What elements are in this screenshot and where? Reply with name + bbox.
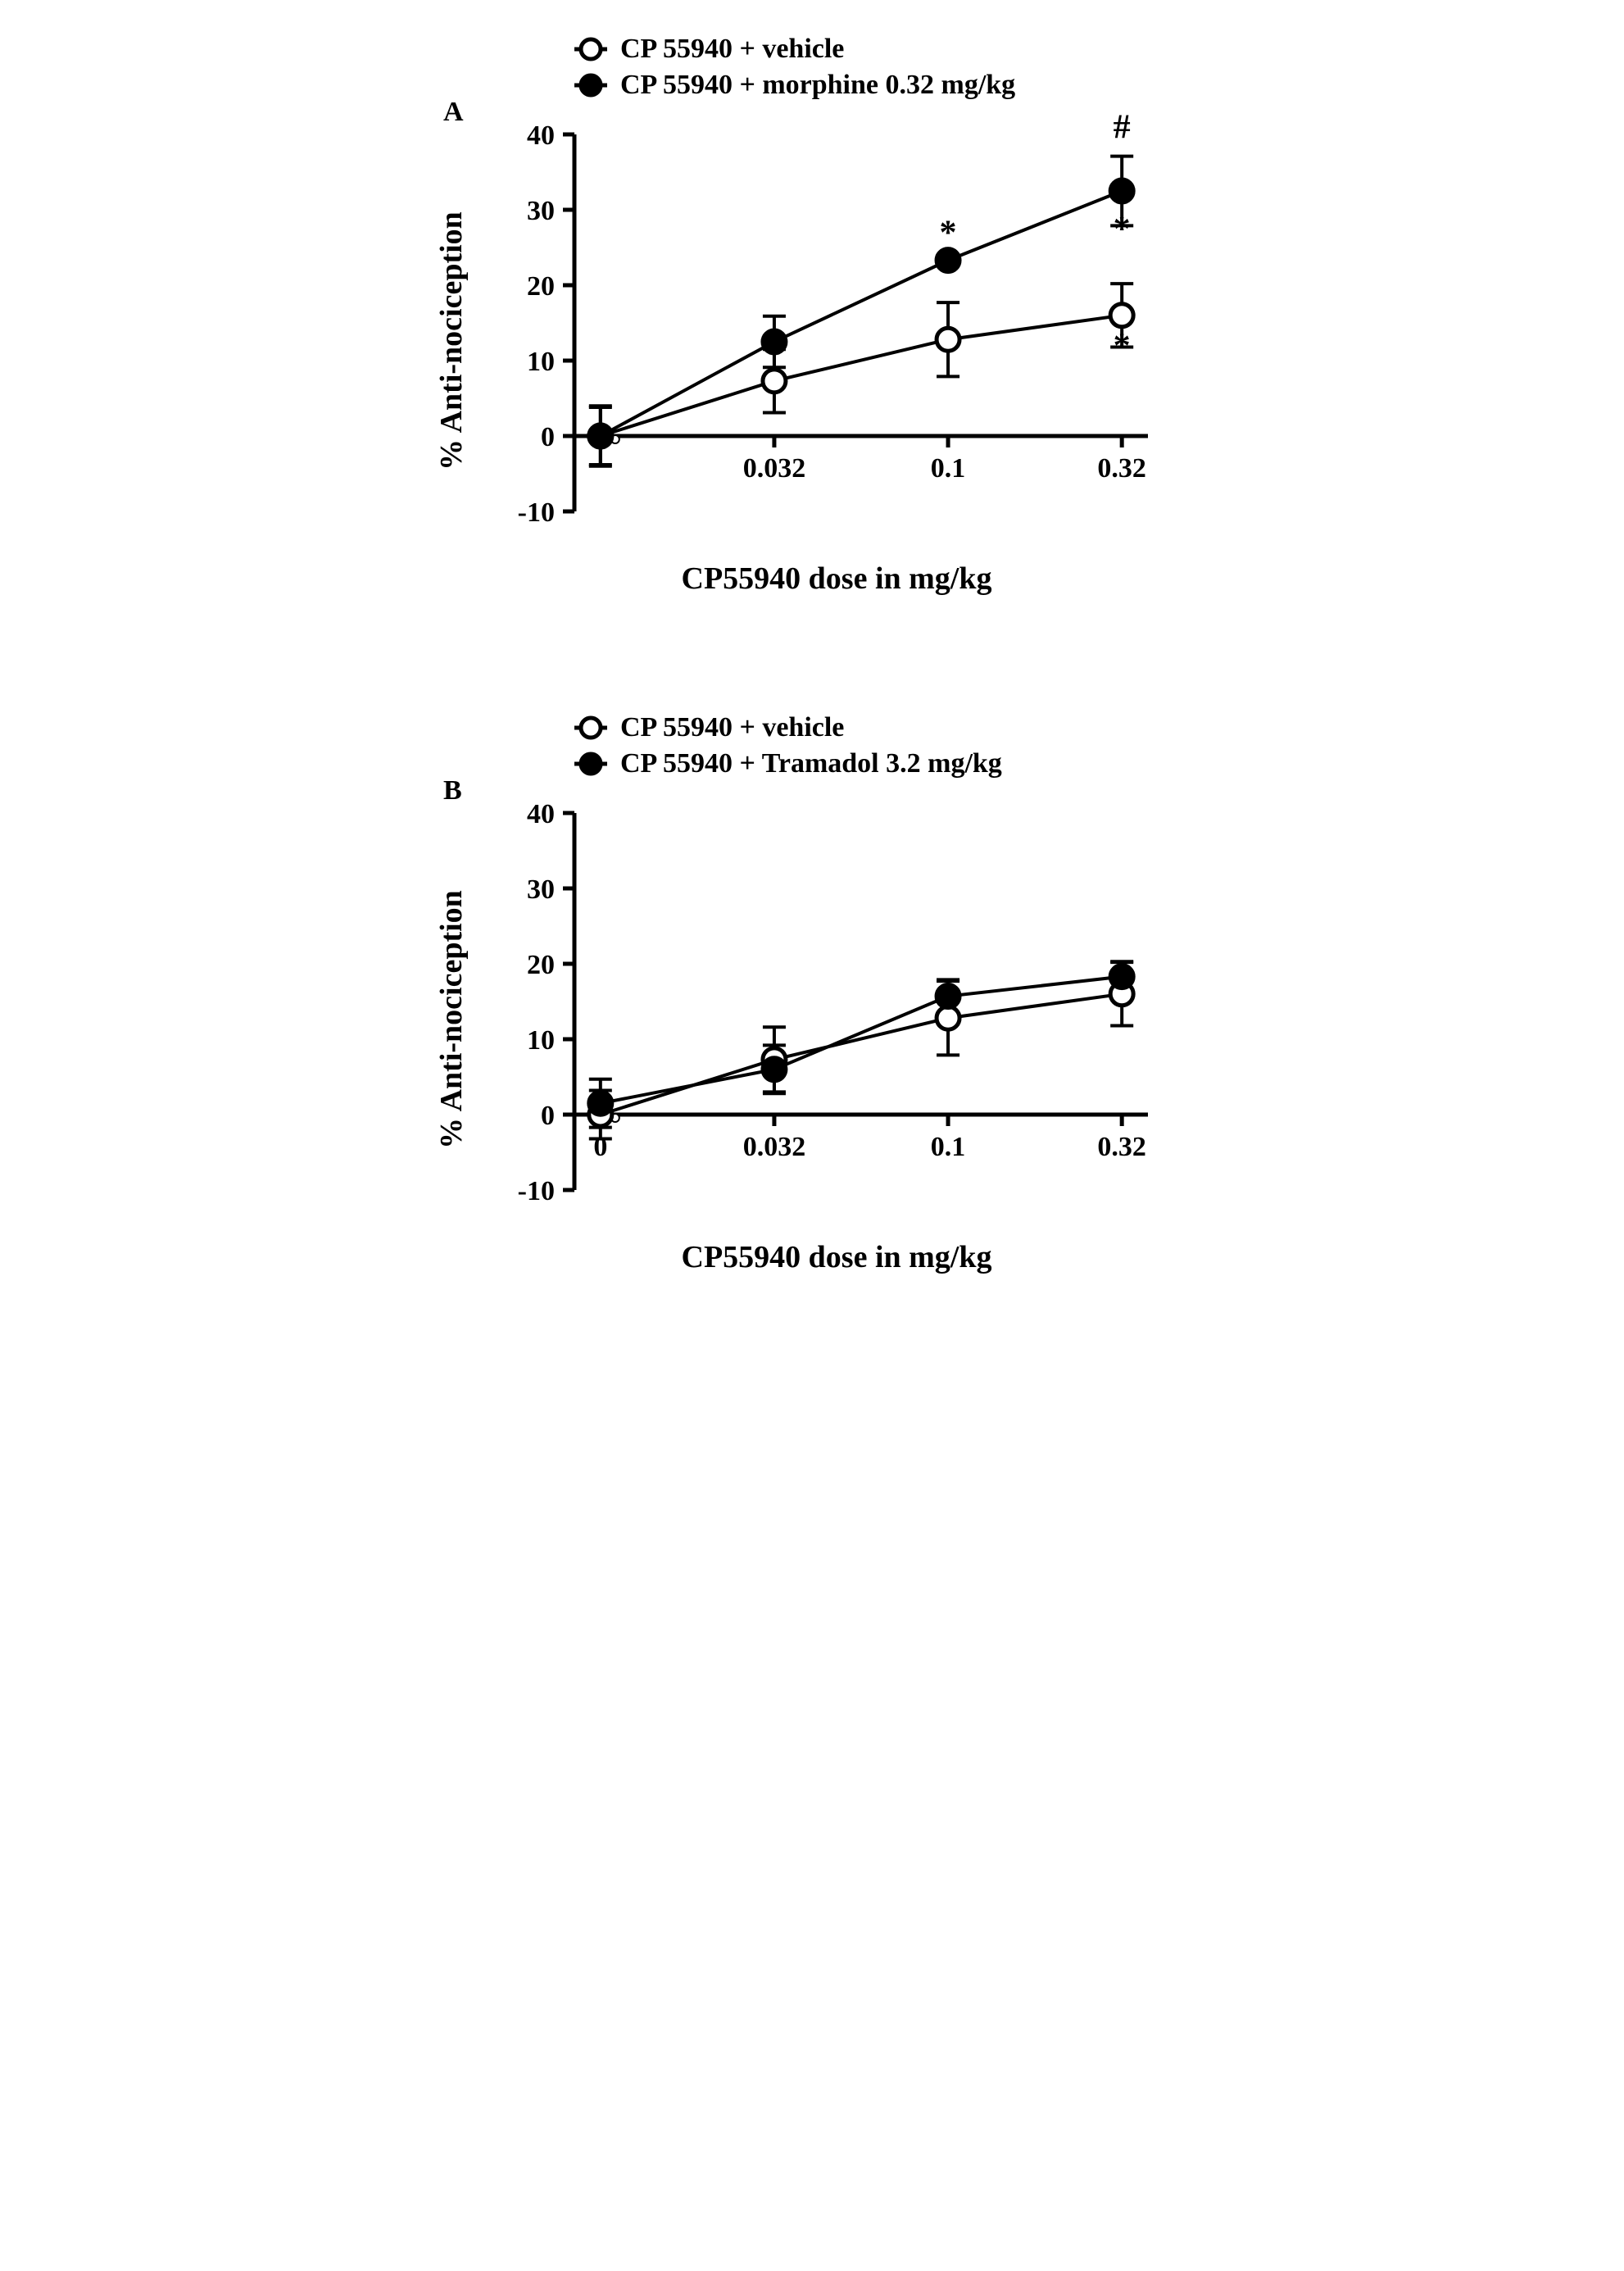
panel-A: CP 55940 + vehicle CP 55940 + morphine 0.…	[361, 33, 1263, 597]
x-tick-label: 0.1	[931, 453, 966, 484]
y-tick-label: 30	[527, 874, 555, 905]
closed-data-marker	[589, 1092, 612, 1115]
y-tick-label: 40	[527, 799, 555, 829]
legend-row: CP 55940 + vehicle	[574, 711, 1263, 744]
x-axis-label: CP55940 dose in mg/kg	[501, 1239, 1173, 1275]
y-tick-label: 20	[527, 271, 555, 302]
y-axis-label: % Anti-nociception	[433, 872, 470, 1167]
x-tick-label: 0.032	[743, 1132, 806, 1162]
closed-data-marker	[937, 249, 959, 272]
y-tick-label: 40	[527, 120, 555, 151]
open-data-marker	[937, 328, 959, 351]
x-tick-label: 0.1	[931, 1132, 966, 1162]
open-marker-icon	[574, 711, 607, 744]
closed-data-marker	[1110, 965, 1133, 988]
chart-svg: -10 0 10 20 30 40 0.032 0.1 0.32 * # * *	[501, 110, 1173, 569]
legend-row: CP 55940 + vehicle	[574, 33, 1263, 66]
open-data-marker	[763, 370, 786, 393]
legend-row: CP 55940 + morphine 0.32 mg/kg	[574, 69, 1263, 102]
open-marker-icon	[574, 33, 607, 66]
plot-area: % Anti-nociception-100102030400.0320.10.…	[501, 110, 1263, 597]
closed-data-marker	[763, 1058, 786, 1081]
y-tick-label: 0	[541, 422, 555, 452]
significance-annotation: #	[1114, 110, 1131, 147]
y-tick-label: 20	[527, 950, 555, 980]
closed-data-marker	[1110, 179, 1133, 202]
closed-marker-icon	[574, 747, 607, 780]
closed-data-marker	[763, 330, 786, 353]
x-tick-label: 0.32	[1097, 1132, 1146, 1162]
y-axis-label: % Anti-nociception	[433, 193, 470, 488]
significance-annotation: *	[1114, 327, 1131, 365]
legend-row: CP 55940 + Tramadol 3.2 mg/kg	[574, 747, 1263, 780]
closed-marker-icon	[574, 69, 607, 102]
y-tick-label: 30	[527, 196, 555, 226]
open-data-marker	[1110, 304, 1133, 327]
panel-label: B	[443, 775, 462, 806]
legend-label: CP 55940 + vehicle	[620, 712, 844, 743]
closed-data-marker	[589, 425, 612, 447]
y-tick-label: 10	[527, 347, 555, 377]
legend-label: CP 55940 + vehicle	[620, 34, 844, 65]
x-tick-label: 0.32	[1097, 453, 1146, 484]
legend-label: CP 55940 + morphine 0.32 mg/kg	[620, 70, 1015, 101]
legend: CP 55940 + vehicle CP 55940 + Tramadol 3.…	[574, 711, 1263, 780]
significance-annotation: *	[940, 214, 957, 252]
x-tick-label: 0.032	[743, 453, 806, 484]
plot-area: % Anti-nociception-1001020304000.0320.10…	[501, 788, 1263, 1275]
y-tick-label: 10	[527, 1025, 555, 1056]
chart-svg: -1001020304000.0320.10.32	[501, 788, 1173, 1247]
open-data-marker	[937, 1006, 959, 1029]
significance-annotation: *	[1114, 211, 1131, 248]
panel-label: A	[443, 97, 464, 128]
y-tick-label: 0	[541, 1101, 555, 1131]
panel-B: CP 55940 + vehicle CP 55940 + Tramadol 3.…	[361, 711, 1263, 1275]
x-axis-label: CP55940 dose in mg/kg	[501, 561, 1173, 597]
y-tick-label: -10	[518, 497, 555, 528]
legend-label: CP 55940 + Tramadol 3.2 mg/kg	[620, 748, 1002, 779]
legend: CP 55940 + vehicle CP 55940 + morphine 0.…	[574, 33, 1263, 102]
y-tick-label: -10	[518, 1176, 555, 1206]
closed-data-marker	[937, 985, 959, 1008]
